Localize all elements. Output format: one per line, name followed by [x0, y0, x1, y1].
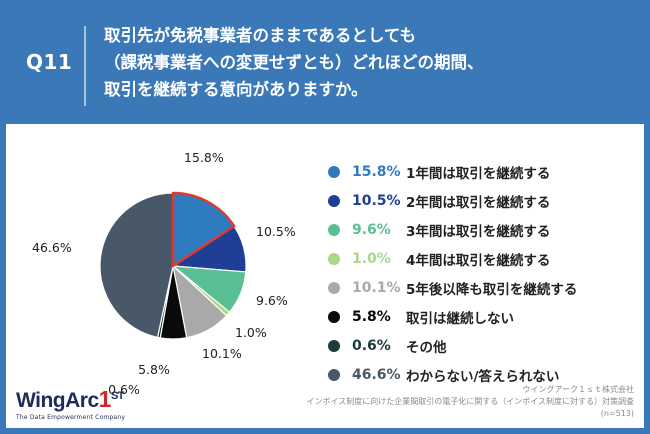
pie-data-label: 15.8% — [184, 150, 224, 165]
legend-label: 3年間は取引を継続する — [406, 224, 551, 240]
legend-label: 5年後以降も取引を継続する — [406, 282, 578, 298]
legend-swatch — [328, 340, 340, 352]
company-logo: WingArc1ST The Data Empowerment Company — [16, 386, 125, 421]
legend-label: 4年間は取引を継続する — [406, 253, 551, 269]
legend-item: 10.1% 5年後以降も取引を継続する — [328, 278, 638, 298]
legend-item: 9.6% 3年間は取引を継続する — [328, 220, 638, 240]
legend-item: 15.8% 1年間は取引を継続する — [328, 162, 638, 182]
source-note: ウイングアーク１ｓｔ株式会社 インボイス制度に向けた企業間取引の電子化に関する（… — [306, 384, 634, 420]
legend-percent: 10.5% — [352, 193, 401, 209]
question-text: 取引先が免税事業者のままであるとしても （課税事業者への変更せずとも）どれほどの… — [104, 22, 634, 103]
source-survey: インボイス制度に向けた企業間取引の電子化に関する（インボイス制度に対する）対策調… — [306, 397, 634, 406]
question-header: Q11 取引先が免税事業者のままであるとしても （課税事業者への変更せずとも）ど… — [0, 0, 650, 118]
logo-wordmark: WingArc1ST — [16, 386, 125, 412]
pie-data-label: 10.5% — [256, 224, 296, 239]
question-number: Q11 — [26, 50, 73, 74]
legend-item: 0.6% その他 — [328, 336, 638, 356]
pie-data-label: 5.8% — [138, 362, 170, 377]
legend-swatch — [328, 369, 340, 381]
legend-item: 46.6% わからない/答えられない — [328, 365, 638, 385]
legend-item: 10.5% 2年間は取引を継続する — [328, 191, 638, 211]
header-divider — [84, 26, 86, 106]
legend-swatch — [328, 311, 340, 323]
legend-swatch — [328, 282, 340, 294]
legend-percent: 15.8% — [352, 164, 401, 180]
source-company: ウイングアーク１ｓｔ株式会社 — [522, 385, 634, 394]
legend-percent: 1.0% — [352, 251, 391, 267]
legend-percent: 5.8% — [352, 309, 391, 325]
legend-percent: 0.6% — [352, 338, 391, 354]
pie-slice-highlight — [171, 191, 236, 268]
legend-label: 2年間は取引を継続する — [406, 195, 551, 211]
legend-swatch — [328, 224, 340, 236]
pie-data-label: 46.6% — [32, 240, 72, 255]
pie-data-label: 0.6% — [108, 382, 140, 397]
pie-data-label: 9.6% — [256, 293, 288, 308]
legend-swatch — [328, 166, 340, 178]
logo-tagline: The Data Empowerment Company — [16, 414, 126, 421]
pie-slice — [99, 192, 174, 339]
question-line-2: （課税事業者への変更せずとも）どれほどの期間、 — [104, 53, 484, 72]
legend-item: 5.8% 取引は継続しない — [328, 307, 638, 327]
legend-label: 取引は継続しない — [406, 311, 514, 327]
pie-data-label: 1.0% — [235, 325, 267, 340]
legend-label: 1年間は取引を継続する — [406, 166, 551, 182]
legend-swatch — [328, 253, 340, 265]
pie-chart: 15.8% 10.5% 9.6% 1.0% 10.1% 5.8% 0.6% 46.6% — [32, 150, 296, 397]
pie-data-label: 10.1% — [202, 346, 242, 361]
chart-card: 15.8% 10.5% 9.6% 1.0% 10.1% 5.8% 0.6% 46.6% 15.… — [6, 124, 644, 428]
legend-label: わからない/答えられない — [406, 369, 560, 385]
legend-label: その他 — [406, 340, 447, 356]
question-line-1: 取引先が免税事業者のままであるとしても — [104, 26, 417, 45]
legend-swatch — [328, 195, 340, 207]
question-line-3: 取引を継続する意向がありますか。 — [104, 80, 368, 99]
legend-item: 1.0% 4年間は取引を継続する — [328, 249, 638, 269]
legend-percent: 9.6% — [352, 222, 391, 238]
source-sample-size: (n=513) — [600, 409, 634, 418]
legend-percent: 46.6% — [352, 367, 401, 383]
legend-percent: 10.1% — [352, 280, 401, 296]
